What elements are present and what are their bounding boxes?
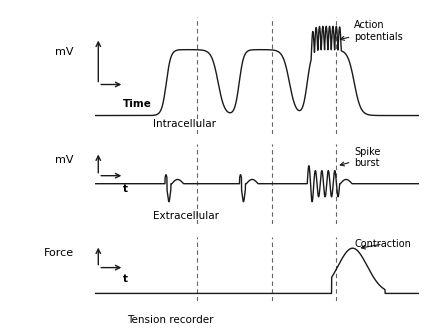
Text: Force: Force: [44, 248, 74, 258]
Text: Intracellular: Intracellular: [153, 119, 216, 129]
Text: Tension recorder: Tension recorder: [127, 315, 214, 325]
Text: Spike
burst: Spike burst: [340, 147, 381, 168]
Text: mV: mV: [55, 47, 74, 57]
Text: Contraction: Contraction: [354, 239, 411, 249]
Text: Action
potentials: Action potentials: [340, 20, 403, 42]
Text: mV: mV: [55, 155, 74, 165]
Text: t: t: [123, 274, 127, 284]
Text: t: t: [123, 184, 127, 194]
Text: Extracellular: Extracellular: [153, 210, 219, 220]
Text: Time: Time: [123, 99, 152, 109]
